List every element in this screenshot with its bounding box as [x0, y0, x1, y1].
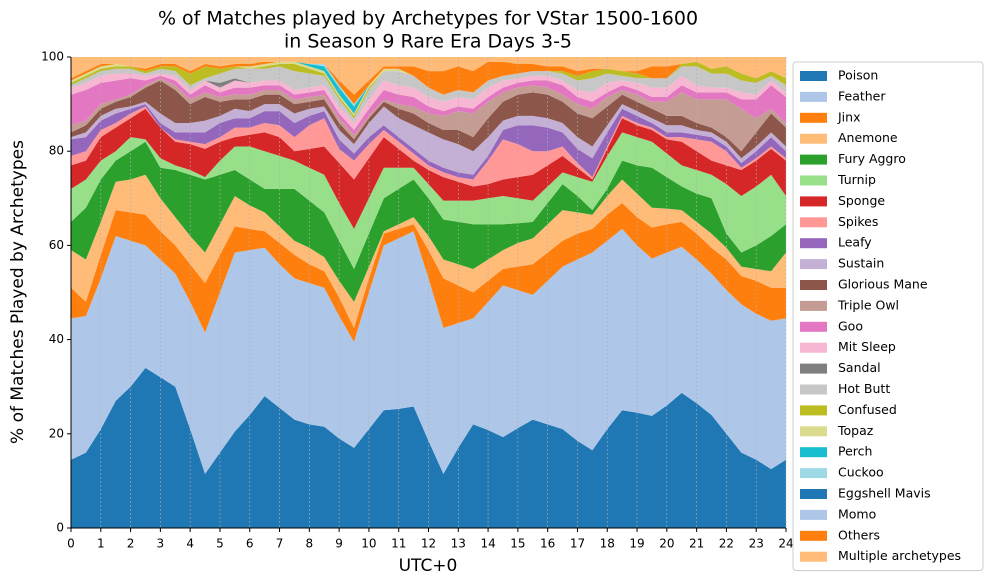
legend-label: Fury Aggro — [838, 151, 906, 166]
x-tick-label: 8 — [306, 537, 314, 551]
x-tick-label: 7 — [276, 537, 284, 551]
axes: 0 1 2 3 4 5 6 7 8 9 10 11 12 13 14 15 16 17 18 19 20 21 22 23 24… — [41, 50, 794, 551]
legend-label: Topaz — [837, 423, 874, 438]
x-tick-label: 12 — [421, 537, 436, 551]
x-axis-label: UTC+0 — [399, 556, 458, 576]
x-tick-label: 9 — [335, 537, 343, 551]
legend-label: Others — [838, 527, 880, 542]
legend-swatch — [800, 217, 827, 228]
legend-label: Anemone — [838, 130, 898, 145]
legend-label: Turnip — [837, 172, 876, 187]
x-tick-label: 22 — [719, 537, 734, 551]
legend-swatch — [800, 91, 827, 102]
legend-swatch — [800, 405, 827, 416]
x-tick-label: 2 — [127, 537, 135, 551]
legend-label: Mit Sleep — [838, 339, 896, 354]
legend-label: Cuckoo — [838, 465, 884, 480]
y-axis-label: % of Matches Played by Archetypes — [8, 140, 28, 444]
legend-label: Triple Owl — [837, 297, 899, 312]
legend-swatch — [800, 384, 827, 395]
area — [71, 367, 786, 528]
x-tick-label: 17 — [570, 537, 585, 551]
x-tick-label: 20 — [659, 537, 674, 551]
y-tick-label: 80 — [49, 144, 64, 158]
legend-label: Eggshell Mavis — [838, 486, 931, 501]
legend-label: Leafy — [838, 235, 872, 250]
legend-swatch — [800, 468, 827, 479]
x-tick-label: 5 — [216, 537, 224, 551]
legend-label: Confused — [838, 402, 897, 417]
x-tick-label: 0 — [67, 537, 75, 551]
legend-label: Perch — [838, 444, 872, 459]
legend-swatch — [800, 71, 827, 81]
y-tick-label: 40 — [49, 332, 64, 346]
legend-label: Goo — [838, 318, 863, 333]
legend-swatch — [800, 280, 827, 290]
legend-label: Feather — [838, 88, 886, 103]
legend: Poison Feather Jinx Anemone Fury Aggro Turnip… — [792, 61, 984, 572]
legend-label: Momo — [838, 506, 876, 521]
legend-label: Multiple archetypes — [838, 548, 961, 563]
y-tick-label: 100 — [41, 50, 64, 64]
chart-title: % of Matches played by Archetypes for VS… — [158, 8, 698, 30]
legend-swatch — [800, 321, 827, 332]
x-tick-label: 24 — [778, 537, 793, 551]
legend-label: Spikes — [838, 214, 878, 229]
x-tick-label: 10 — [361, 537, 376, 551]
legend-label: Poison — [838, 68, 878, 83]
legend-box — [792, 61, 984, 572]
legend-swatch — [800, 300, 827, 311]
legend-swatch — [800, 489, 827, 499]
legend-swatch — [800, 426, 827, 437]
y-tick-label: 0 — [56, 521, 64, 535]
x-tick-label: 18 — [600, 537, 615, 551]
legend-label: Jinx — [837, 109, 860, 124]
legend-swatch — [800, 133, 827, 144]
legend-label: Sponge — [838, 193, 885, 208]
legend-swatch — [800, 196, 827, 207]
x-tick-label: 15 — [510, 537, 525, 551]
legend-swatch — [800, 112, 827, 123]
x-tick-label: 13 — [451, 537, 466, 551]
x-tick-label: 14 — [480, 537, 495, 551]
legend-swatch — [800, 551, 827, 562]
legend-label: Hot Butt — [838, 381, 890, 396]
legend-swatch — [800, 447, 827, 458]
legend-swatch — [800, 342, 827, 353]
legend-swatch — [800, 363, 827, 374]
legend-label: Sandal — [838, 360, 881, 375]
legend-swatch — [800, 530, 827, 541]
x-tick-label: 21 — [689, 537, 704, 551]
x-tick-label: 23 — [749, 537, 764, 551]
x-tick-label: 16 — [540, 537, 555, 551]
legend-swatch — [800, 154, 827, 165]
legend-swatch — [800, 238, 827, 249]
chart-title: in Season 9 Rare Era Days 3-5 — [284, 31, 572, 53]
x-tick-label: 3 — [157, 537, 165, 551]
legend-swatch — [800, 259, 827, 270]
legend-label: Sustain — [838, 256, 884, 271]
x-tick-label: 4 — [186, 537, 194, 551]
legend-label: Glorious Mane — [838, 277, 928, 292]
legend-swatch — [800, 175, 827, 186]
y-tick-label: 20 — [49, 426, 64, 440]
x-tick-label: 1 — [97, 537, 105, 551]
legend-swatch — [800, 509, 827, 520]
y-tick-label: 60 — [49, 238, 64, 252]
x-tick-label: 19 — [629, 537, 644, 551]
x-tick-label: 6 — [246, 537, 254, 551]
x-tick-label: 11 — [391, 537, 406, 551]
area — [71, 80, 786, 159]
